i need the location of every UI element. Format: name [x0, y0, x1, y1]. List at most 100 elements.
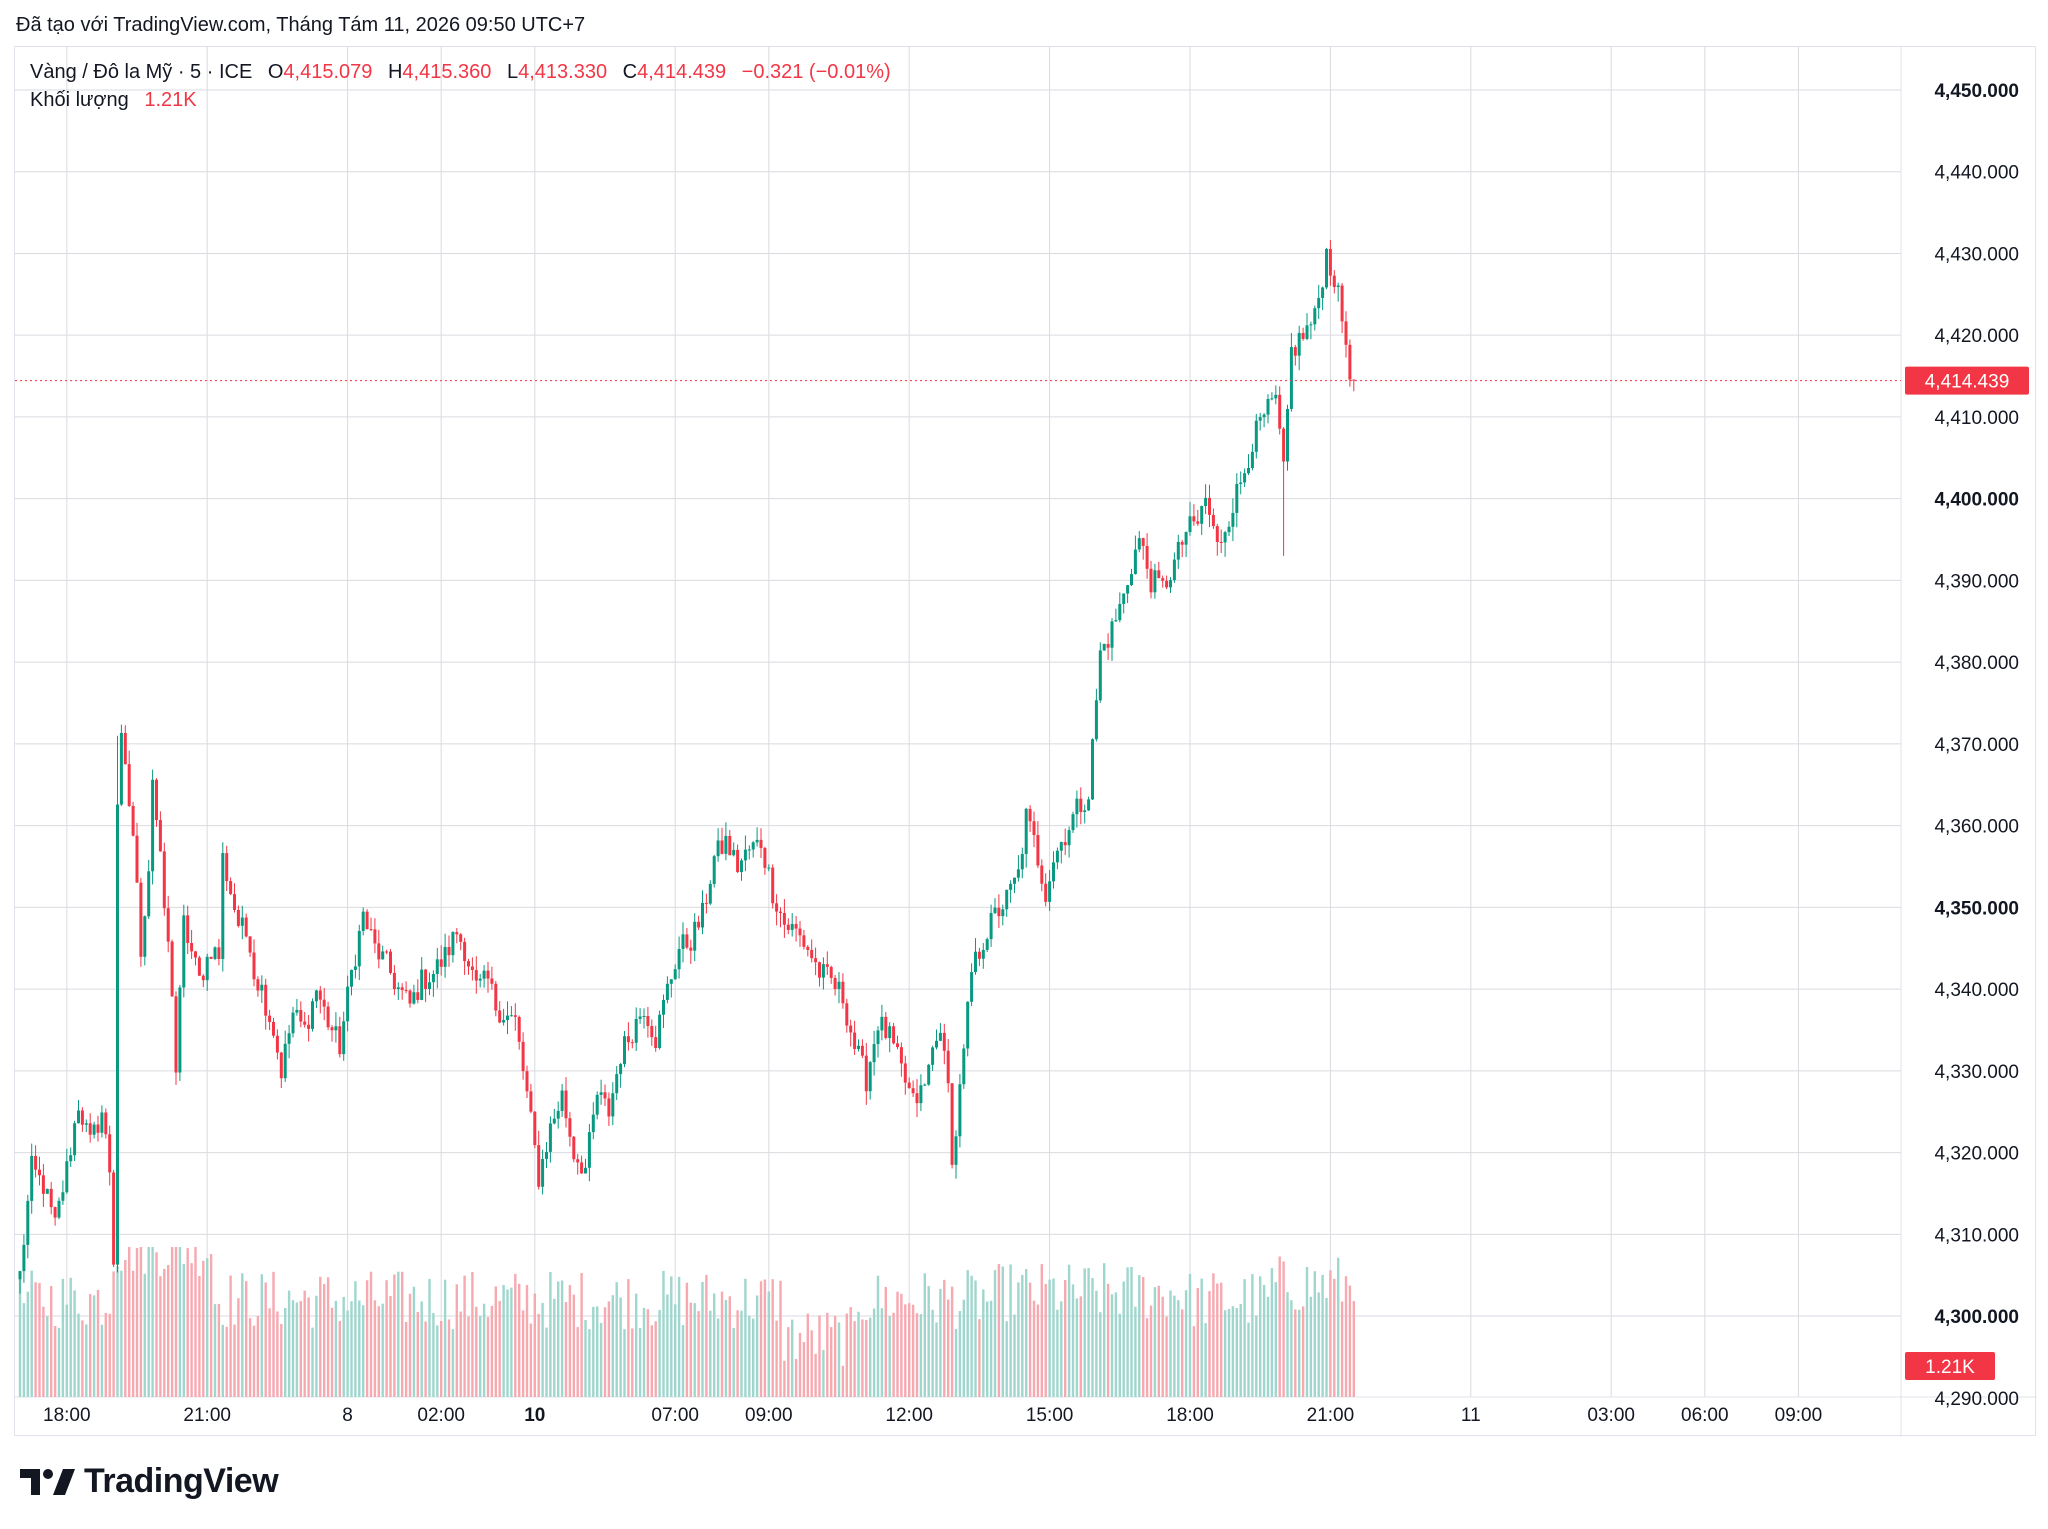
candle-body — [135, 835, 139, 883]
volume-bar — [1340, 1301, 1344, 1397]
candle-body — [26, 1200, 30, 1245]
volume-bar — [342, 1296, 345, 1397]
volume-bar — [802, 1342, 806, 1397]
candle-body — [322, 999, 326, 1007]
candle-body — [41, 1175, 45, 1194]
volume-bar — [584, 1320, 587, 1397]
candle-body — [1153, 570, 1157, 593]
candle-body — [424, 969, 428, 989]
volume-bar — [1212, 1273, 1215, 1397]
volume-bar — [498, 1300, 501, 1397]
volume-bar — [1196, 1287, 1199, 1397]
volume-bar — [888, 1315, 891, 1397]
volume-bar — [1036, 1304, 1040, 1397]
volume-bar — [568, 1285, 572, 1397]
volume-bar — [603, 1307, 607, 1397]
time-axis-tick-label: 02:00 — [417, 1405, 465, 1426]
time-axis-tick-label: 09:00 — [1775, 1405, 1823, 1426]
volume-bar — [479, 1316, 482, 1397]
candle-body — [197, 957, 201, 976]
volume-bar — [268, 1308, 271, 1397]
candle-body — [1231, 512, 1235, 527]
candle-body — [1332, 275, 1336, 288]
volume-bar — [1305, 1267, 1309, 1397]
volume-bar — [1060, 1301, 1063, 1397]
candle-body — [642, 1015, 646, 1017]
candle-body — [552, 1118, 556, 1124]
candle-body — [435, 959, 439, 974]
volume-bar — [759, 1281, 763, 1397]
legend-symbol[interactable]: Vàng / Đô la Mỹ · 5 · ICE — [30, 61, 253, 83]
candle-body — [1313, 308, 1317, 325]
candle-body — [821, 964, 825, 978]
candle-body — [1133, 549, 1137, 575]
candle-body — [1013, 877, 1016, 884]
price-axis-tick-label: 4,440.000 — [1934, 163, 2019, 184]
volume-bar — [1142, 1277, 1145, 1397]
volume-bar — [381, 1303, 384, 1397]
candle-body — [1020, 853, 1024, 870]
chart-canvas[interactable]: 4,450.000 4,440.000 4,430.000 4,420.000 4,41… — [15, 47, 2037, 1437]
volume-bar — [272, 1271, 275, 1397]
volume-bar — [646, 1309, 650, 1397]
candle-body — [970, 972, 974, 1002]
volume-bar — [939, 1288, 942, 1397]
volume-bar — [1192, 1326, 1196, 1397]
candle-body — [346, 986, 350, 1022]
candle-body — [502, 1020, 506, 1023]
candle-body — [174, 996, 178, 1073]
volume-bar — [443, 1279, 447, 1397]
candle-body — [326, 1006, 330, 1028]
last-volume-badge: 1.21K — [1905, 1352, 1995, 1380]
volume-bar — [248, 1318, 252, 1397]
legend-volume-label[interactable]: Khối lượng — [30, 89, 129, 111]
candle-body — [591, 1114, 595, 1133]
volume-bar — [713, 1293, 716, 1397]
volume-bar — [1282, 1261, 1285, 1397]
candle-body — [506, 1015, 509, 1021]
price-axis: 4,450.000 4,440.000 4,430.000 4,420.000 4,41… — [1934, 81, 2019, 1410]
tradingview-logo[interactable]: TradingView — [20, 1462, 279, 1501]
volume-bar — [1028, 1282, 1032, 1397]
candle-body — [350, 969, 353, 987]
volume-bar — [389, 1295, 392, 1397]
candle-body — [509, 1015, 513, 1017]
volume-bar — [135, 1247, 139, 1397]
volume-bar — [260, 1274, 263, 1397]
volume-bar — [354, 1281, 357, 1397]
volume-bar — [432, 1312, 435, 1397]
volume-bar — [174, 1247, 178, 1397]
candle-body — [623, 1036, 626, 1065]
volume-bar — [1188, 1274, 1192, 1397]
volume-bar — [502, 1285, 505, 1397]
grid-lines — [15, 47, 1901, 1397]
candle-body — [1145, 545, 1149, 569]
volume-bar — [42, 1306, 45, 1397]
candle-body — [950, 1083, 954, 1165]
candle-body — [1130, 574, 1133, 586]
candle-body — [989, 913, 993, 940]
time-axis-tick-label: 18:00 — [1166, 1405, 1214, 1426]
candle-body — [872, 1044, 876, 1063]
volume-bar — [147, 1247, 150, 1397]
candle-body — [603, 1092, 607, 1099]
volume-bar — [151, 1247, 154, 1397]
candle-body — [373, 929, 377, 944]
chart-pane[interactable]: 4,450.000 4,440.000 4,430.000 4,420.000 4,41… — [14, 46, 2037, 1437]
candle-body — [923, 1084, 927, 1086]
volume-bar — [876, 1275, 880, 1397]
candle-body — [743, 849, 747, 861]
volume-bar — [85, 1324, 88, 1397]
candle-body — [1087, 799, 1091, 811]
volume-bar — [1048, 1279, 1051, 1397]
volume-bar — [1005, 1321, 1008, 1397]
volume-bar — [826, 1312, 829, 1397]
candle-body — [1239, 482, 1243, 484]
price-axis-tick-label: 4,360.000 — [1934, 817, 2019, 838]
volume-bar — [1067, 1264, 1071, 1397]
volume-bar — [237, 1298, 240, 1397]
candle-body — [474, 970, 478, 981]
volume-bar — [1216, 1283, 1219, 1397]
volume-bar — [330, 1307, 334, 1397]
price-axis-tick-label: 4,450.000 — [1934, 81, 2019, 102]
